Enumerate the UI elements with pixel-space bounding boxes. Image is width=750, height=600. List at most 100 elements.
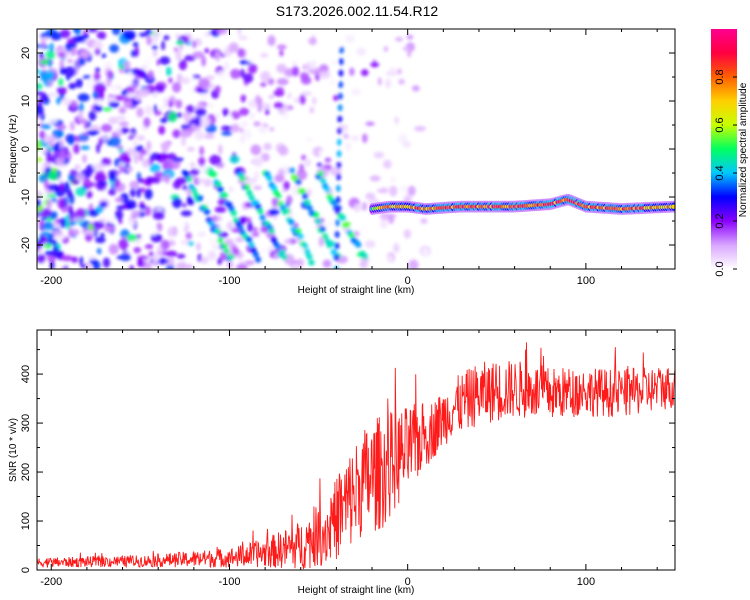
noise-blob: [214, 85, 221, 94]
noise-blob: [376, 188, 386, 194]
noise-blob: [158, 125, 166, 135]
noise-blob: [134, 68, 146, 78]
y-tick-label: -20: [20, 237, 32, 253]
x-tick-label: 0: [405, 275, 411, 287]
noise-blob: [137, 135, 146, 141]
streak-blob: [338, 69, 344, 77]
noise-blob: [145, 206, 152, 216]
noise-blob: [160, 239, 170, 251]
snr-y-label: SNR (10 * v/v): [8, 418, 19, 482]
noise-blob: [351, 135, 360, 142]
noise-blob: [386, 254, 394, 264]
noise-blob: [108, 116, 119, 125]
noise-blob: [227, 220, 233, 231]
noise-blob: [88, 110, 97, 121]
striation-blob: [303, 248, 311, 255]
noise-blob: [215, 113, 221, 118]
noise-blob: [37, 239, 43, 249]
noise-blob: [50, 31, 62, 41]
noise-blob: [275, 87, 285, 94]
noise-blob: [198, 156, 206, 167]
striation-blob: [257, 208, 264, 215]
noise-blob: [107, 188, 117, 196]
noise-blob: [167, 100, 173, 108]
noise-blob: [70, 228, 80, 236]
noise-blob: [94, 47, 101, 56]
noise-blob: [399, 185, 410, 192]
noise-blob: [283, 239, 293, 244]
striation-blob: [324, 186, 331, 193]
noise-blob: [192, 51, 205, 59]
noise-blob: [87, 29, 98, 33]
noise-blob: [168, 77, 173, 84]
noise-blob: [178, 59, 188, 71]
noise-blob: [114, 197, 124, 203]
noise-blob: [252, 156, 264, 168]
noise-blob: [260, 153, 270, 162]
streak-blob: [334, 219, 340, 227]
noise-blob: [131, 99, 138, 106]
spectrogram-blobs: [37, 29, 431, 269]
noise-blob: [120, 127, 130, 134]
noise-blob: [37, 105, 44, 116]
noise-blob: [59, 181, 64, 192]
striation-blob: [259, 214, 266, 221]
noise-blob: [223, 48, 232, 57]
noise-blob: [165, 250, 178, 258]
noise-blob: [152, 211, 165, 220]
noise-blob: [39, 208, 52, 219]
striation-blob: [248, 241, 255, 248]
noise-blob: [243, 73, 254, 83]
striation-blob: [330, 199, 338, 206]
striation-blob: [330, 249, 337, 256]
noise-blob: [176, 112, 183, 118]
noise-blob: [184, 115, 190, 125]
noise-blob: [129, 187, 136, 198]
noise-blob: [133, 139, 138, 147]
noise-blob: [120, 253, 132, 261]
noise-blob: [143, 56, 153, 66]
colorbar-tick-label: 0.4: [714, 165, 726, 180]
noise-blob: [152, 29, 161, 39]
noise-blob: [102, 257, 111, 268]
snr-series-line: [37, 342, 675, 570]
noise-blob: [132, 81, 138, 90]
noise-blob: [150, 225, 158, 236]
noise-blob: [187, 241, 195, 247]
noise-blob: [176, 73, 183, 85]
noise-blob: [93, 71, 101, 83]
noise-blob: [291, 263, 301, 269]
noise-blob: [331, 60, 337, 66]
striation-blob: [266, 175, 273, 182]
noise-blob: [311, 96, 317, 105]
noise-blob: [130, 210, 141, 217]
noise-blob: [101, 53, 107, 59]
striation-blob: [279, 249, 286, 256]
streak-blob: [334, 242, 340, 250]
noise-blob: [359, 224, 369, 232]
noise-blob: [44, 178, 49, 189]
noise-blob: [74, 29, 82, 35]
tone-band: [369, 193, 675, 215]
noise-blob: [299, 72, 310, 81]
noise-blob: [46, 135, 57, 144]
noise-blob: [238, 107, 250, 116]
striation-blob: [201, 204, 208, 211]
noise-blob: [175, 50, 182, 61]
noise-blob: [273, 102, 284, 109]
striation-blob: [281, 254, 288, 261]
noise-blob: [106, 76, 112, 87]
noise-blob: [132, 42, 139, 48]
noise-blob: [38, 52, 45, 58]
noise-blob: [137, 177, 145, 184]
noise-blob: [365, 192, 376, 200]
noise-blob: [186, 146, 195, 152]
noise-blob: [45, 50, 56, 60]
y-tick-label: 20: [20, 47, 32, 59]
noise-blob: [82, 135, 89, 141]
noise-blob: [60, 266, 69, 269]
noise-blob: [197, 253, 202, 263]
noise-blob: [146, 140, 152, 152]
colorbar-label: Normalized spectral amplitude: [738, 82, 749, 217]
